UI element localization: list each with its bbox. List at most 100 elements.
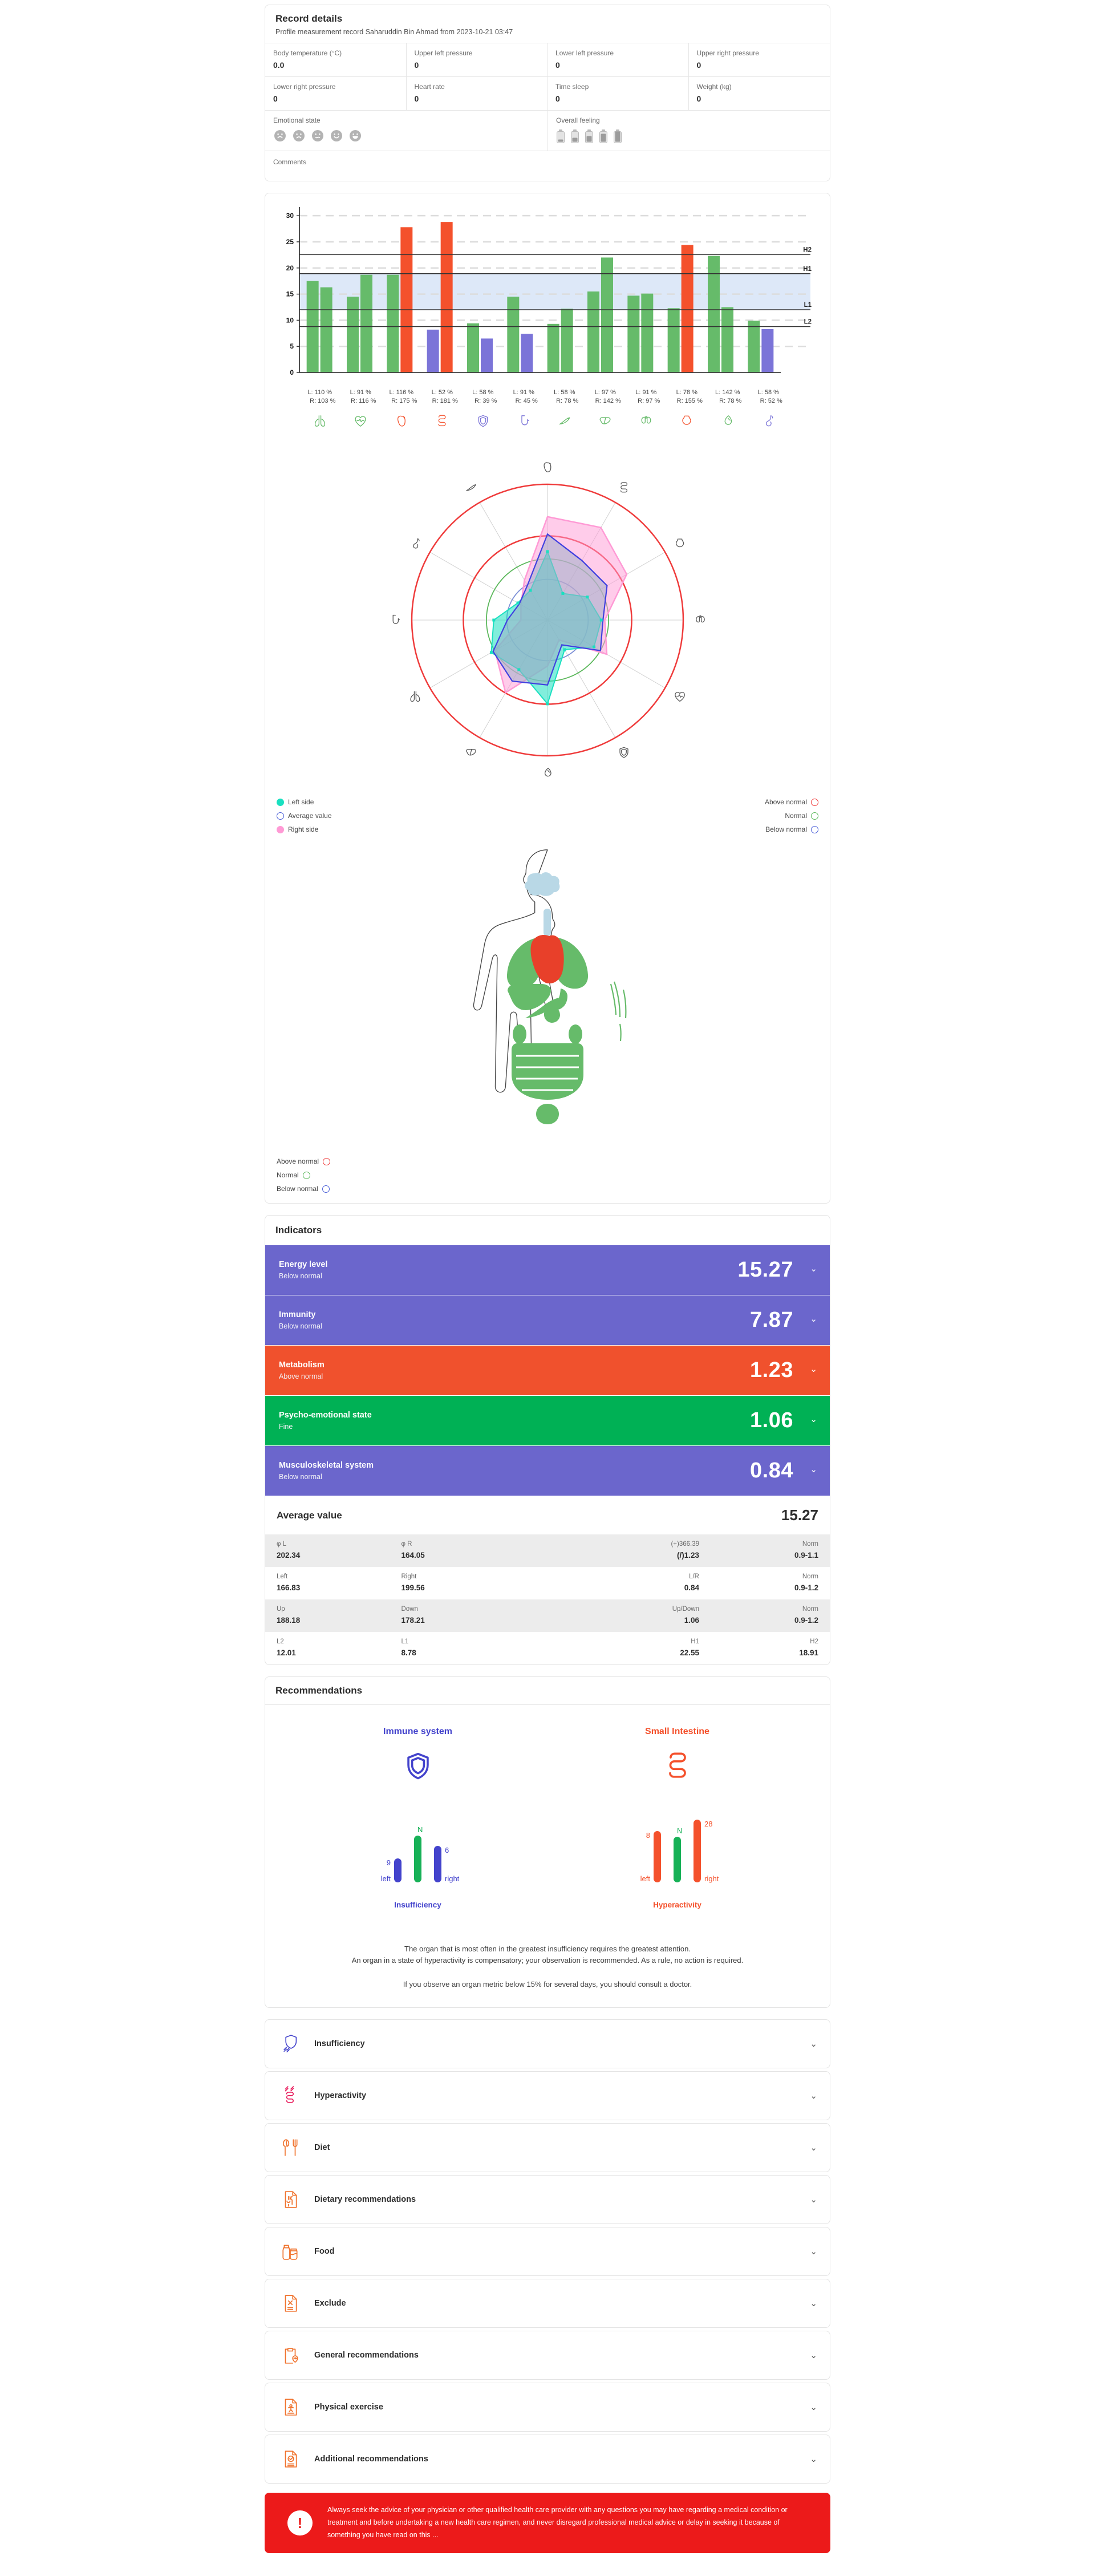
heart-icon xyxy=(544,462,551,472)
comments-field[interactable]: Comments xyxy=(265,151,830,181)
indicator-label: Metabolism xyxy=(279,1360,325,1370)
accordion-exclude[interactable]: Exclude ⌄ xyxy=(265,2279,830,2328)
chevron-down-icon[interactable]: ⌄ xyxy=(810,1314,817,1324)
indicator-musculoskeletal-system[interactable]: Musculoskeletal system Below normal 0.84 ⌄ xyxy=(265,1446,830,1496)
battery-level-3-icon[interactable] xyxy=(585,129,594,144)
field-upper-right-pressure[interactable]: Upper right pressure 0 xyxy=(688,43,830,77)
chevron-down-icon[interactable]: ⌄ xyxy=(810,2143,817,2153)
indicators-title: Indicators xyxy=(275,1225,322,1236)
organ-state-small-intestine xyxy=(422,414,463,428)
average-table-row-4: L2 12.01 L1 8.78 H1 22.55 H2 18.91 xyxy=(265,1632,830,1664)
avg-cell: Up/Down 1.06 xyxy=(548,1606,699,1625)
bar-cardiovascular-system-right xyxy=(360,274,372,372)
bar-gallbladder-left xyxy=(708,256,720,372)
legend-label: Above normal xyxy=(277,1157,319,1165)
indicator-immunity[interactable]: Immunity Below normal 7.87 ⌄ xyxy=(265,1295,830,1346)
avg-cell-value: 0.9-1.2 xyxy=(794,1583,818,1592)
field-time-sleep[interactable]: Time sleep 0 xyxy=(548,77,689,111)
accordion-food[interactable]: Food ⌄ xyxy=(265,2227,830,2277)
accordion-additional-recommendations[interactable]: Additional recommendations ⌄ xyxy=(265,2435,830,2484)
very-sad-face-icon[interactable] xyxy=(273,129,287,143)
battery-level-5-icon[interactable] xyxy=(613,129,622,144)
bar-liver-right xyxy=(601,257,613,372)
svg-text:0: 0 xyxy=(290,368,294,376)
record-fields-grid: Body temperature (°C) 0.0 Upper left press… xyxy=(265,43,830,111)
legend-swatch xyxy=(322,1185,330,1193)
sad-face-icon[interactable] xyxy=(292,129,306,143)
bar-gallbladder-right xyxy=(721,307,733,372)
bladder xyxy=(536,1104,559,1124)
chevron-down-icon[interactable]: ⌄ xyxy=(810,2351,817,2361)
battery-level-2-icon[interactable] xyxy=(570,129,579,144)
bar-heart-right xyxy=(400,227,413,372)
svg-text:5: 5 xyxy=(290,342,294,350)
avg-cell-value: (/)1.23 xyxy=(676,1551,699,1560)
accordion-general-recommendations[interactable]: General recommendations ⌄ xyxy=(265,2331,830,2380)
recommended-organ-small-intestine: Small Intestine 8 N 28 left right Hyperactivit… xyxy=(583,1727,772,1909)
happy-face-icon[interactable] xyxy=(348,129,362,143)
organ-state-immune-system xyxy=(463,414,504,428)
immune-system-icon xyxy=(478,415,488,427)
bar-kidneys-left xyxy=(627,295,640,372)
chevron-down-icon[interactable]: ⌄ xyxy=(810,2091,817,2101)
organ-mini-bars: 8 N 28 left right xyxy=(640,1820,719,1883)
accordion-insufficiency[interactable]: Insufficiency ⌄ xyxy=(265,2019,830,2069)
record-details-subtitle: Profile measurement record Saharuddin Bi… xyxy=(275,28,513,36)
record-details-title: Record details xyxy=(275,13,343,24)
chevron-down-icon[interactable]: ⌄ xyxy=(810,2299,817,2309)
avg-cell: L1 8.78 xyxy=(402,1638,548,1657)
health-report-page: Record details Profile measurement recor… xyxy=(265,0,830,2576)
avg-cell-value: 202.34 xyxy=(277,1551,301,1560)
bar-chart-wrap: H2 H1 L1 L2 0 5 10 15 20 25 30 L: 110 % R: 103 % L: … xyxy=(265,193,830,436)
legend-label: Normal xyxy=(785,812,807,820)
bar-label-small-intestine: L: 52 % R: 181 % xyxy=(431,389,458,404)
field-body-temperature-c-[interactable]: Body temperature (°C) 0.0 xyxy=(265,43,407,77)
small-intestine-icon xyxy=(438,415,446,427)
avg-cell-value: 8.78 xyxy=(401,1649,416,1657)
chevron-down-icon[interactable]: ⌄ xyxy=(810,1264,817,1274)
avg-cell: H1 22.55 xyxy=(548,1638,699,1657)
avg-cell-value: 0.9-1.2 xyxy=(794,1616,818,1625)
neutral-face-icon[interactable] xyxy=(311,129,325,143)
overall-feeling-picker[interactable] xyxy=(556,129,822,144)
cardiovascular-system-icon xyxy=(675,691,685,702)
chevron-down-icon[interactable]: ⌄ xyxy=(810,1465,817,1475)
accordion-label: Hyperactivity xyxy=(314,2091,367,2101)
organ-name: Small Intestine xyxy=(645,1727,709,1736)
field-weight-kg-[interactable]: Weight (kg) 0 xyxy=(688,77,830,111)
indicator-energy-level[interactable]: Energy level Below normal 15.27 ⌄ xyxy=(265,1245,830,1295)
chevron-down-icon[interactable]: ⌄ xyxy=(810,2455,817,2465)
field-heart-rate[interactable]: Heart rate 0 xyxy=(406,77,548,111)
chevron-down-icon[interactable]: ⌄ xyxy=(810,2195,817,2205)
accordion-label: Exclude xyxy=(314,2299,346,2308)
immune-system-icon xyxy=(402,1749,435,1785)
field-upper-left-pressure[interactable]: Upper left pressure 0 xyxy=(406,43,548,77)
legend-swatch xyxy=(302,1171,310,1179)
battery-level-4-icon[interactable] xyxy=(599,129,608,144)
smile-face-icon[interactable] xyxy=(330,129,343,143)
indicator-label: Musculoskeletal system xyxy=(279,1461,374,1470)
indicator-metabolism[interactable]: Metabolism Above normal 1.23 ⌄ xyxy=(265,1346,830,1396)
cutlery-icon xyxy=(278,2138,303,2157)
chevron-down-icon[interactable]: ⌄ xyxy=(810,2247,817,2257)
field-lower-left-pressure[interactable]: Lower left pressure 0 xyxy=(548,43,689,77)
emotional-state-picker[interactable] xyxy=(273,129,540,143)
indicator-value: 1.23 xyxy=(750,1358,793,1382)
chevron-down-icon[interactable]: ⌄ xyxy=(810,1415,817,1424)
svg-text:N: N xyxy=(677,1826,682,1835)
field-lower-right-pressure[interactable]: Lower right pressure 0 xyxy=(265,77,407,111)
indicator-psycho-emotional-state[interactable]: Psycho-emotional state Fine 1.06 ⌄ xyxy=(265,1396,830,1446)
chevron-down-icon[interactable]: ⌄ xyxy=(810,2039,817,2050)
accordion-hyperactivity[interactable]: Hyperactivity ⌄ xyxy=(265,2071,830,2121)
battery-level-1-icon[interactable] xyxy=(556,129,565,144)
accordion-dietary-recommendations[interactable]: Dietary recommendations ⌄ xyxy=(265,2175,830,2225)
accordion-diet[interactable]: Diet ⌄ xyxy=(265,2123,830,2173)
svg-text:right: right xyxy=(445,1874,460,1883)
bar-duodenum-left xyxy=(507,297,520,372)
document-person-icon xyxy=(278,2397,303,2417)
bar-label-stomach: L: 58 % R: 52 % xyxy=(757,389,782,404)
accordion-physical-exercise[interactable]: Physical exercise ⌄ xyxy=(265,2383,830,2432)
average-table-row-3: Up 188.18 Down 178.21 Up/Down 1.06 Norm 0.9-1.2 xyxy=(265,1599,830,1632)
chevron-down-icon[interactable]: ⌄ xyxy=(810,1364,817,1374)
chevron-down-icon[interactable]: ⌄ xyxy=(810,2403,817,2413)
